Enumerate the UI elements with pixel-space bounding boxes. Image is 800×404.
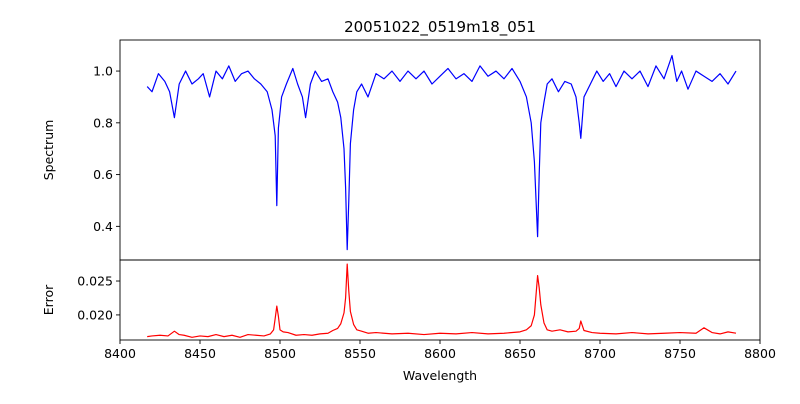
spectrum-series-group — [146, 54, 737, 251]
error-y-axis-label: Error — [41, 284, 56, 315]
x-tick-label: 8550 — [344, 346, 376, 361]
spectrum-y-tick-label: 0.8 — [93, 115, 113, 130]
spectrum-y-tick-label: 1.0 — [93, 64, 113, 79]
error-x-ticks: 8400 8450 8500 8550 8600 8650 8700 8750 8800 — [104, 340, 776, 361]
spectrum-y-tick-label: 0.6 — [93, 167, 113, 182]
x-tick-label: 8450 — [184, 346, 216, 361]
error-y-ticks: 0.020 0.025 — [77, 274, 120, 322]
x-tick-label: 8800 — [744, 346, 776, 361]
chart-title: 20051022_0519m18_051 — [344, 18, 536, 37]
spectrum-y-axis-label: Spectrum — [41, 120, 56, 181]
error-series-group — [147, 263, 737, 338]
spectrum-series-line — [146, 54, 737, 251]
x-axis-label: Wavelength — [403, 368, 477, 383]
spectrum-y-ticks: 0.4 0.6 0.8 1.0 — [93, 64, 120, 234]
x-tick-label: 8600 — [424, 346, 456, 361]
x-tick-label: 8400 — [104, 346, 136, 361]
error-y-tick-label: 0.025 — [77, 274, 113, 289]
spectrum-y-tick-label: 0.4 — [93, 219, 113, 234]
x-tick-label: 8650 — [504, 346, 536, 361]
x-tick-label: 8750 — [664, 346, 696, 361]
x-tick-label: 8500 — [264, 346, 296, 361]
x-tick-label: 8700 — [584, 346, 616, 361]
error-series-line — [147, 263, 737, 338]
error-y-tick-label: 0.020 — [77, 307, 113, 322]
